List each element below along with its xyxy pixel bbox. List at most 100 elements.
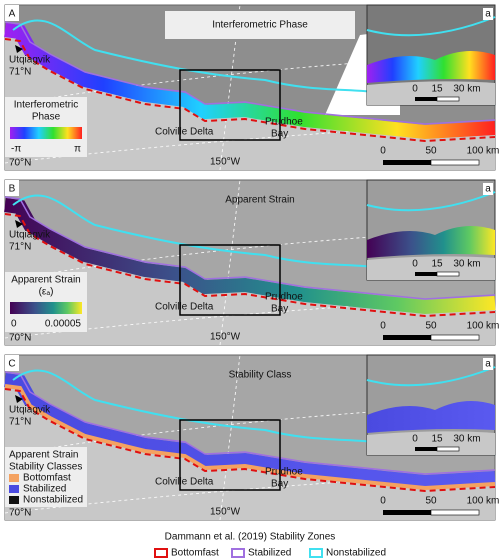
legend-title: Apparent Strain [11,275,81,286]
stabilized-zone [4,21,496,125]
inset-land [367,81,495,105]
inset-scale-bar [436,446,460,452]
legend-title: (εₐ) [39,287,54,298]
place-label: Utqiagvik [9,55,51,66]
scale-label: 0 [380,321,386,332]
scale-bar [383,335,431,340]
zone-swatch [154,548,168,558]
letter-box [5,355,19,371]
inset-scale-bar [436,271,460,277]
inset-ice [367,226,495,258]
place-label: Prudhoe [265,467,303,478]
color-ramp [10,127,82,139]
study-box [179,69,281,141]
legend-label: 0.00005 [45,319,82,330]
inset-letter: a [485,184,491,195]
legend-label: π [74,144,81,155]
inset-scale-label: 0 [412,434,418,445]
inset-cyan [366,16,496,37]
scale-bar [430,334,480,341]
scale-label: 100 km [467,496,500,507]
lat-label: 70°N [9,508,31,519]
place-label: Utqiagvik [9,230,51,241]
legend-label: Nonstabilized [23,495,83,506]
study-box [179,244,281,316]
title-box [165,11,355,39]
legend-label: Bottomfast [23,473,71,484]
inset-land [367,256,495,280]
place-label: Bay [271,129,288,140]
color-ramp [10,302,82,314]
legend-label: -π [11,144,21,155]
panel-letter: A [9,9,16,20]
place-label: Colville Delta [155,302,214,313]
lon-label: 150°W [210,507,241,518]
zone-swatch [309,548,323,558]
stabilized-zone [4,371,496,475]
scale-label: 100 km [467,321,500,332]
inset-letter-box [483,8,493,20]
inset-scale-label: 30 km [453,84,480,95]
letter-box [5,5,19,21]
coastal-ice [4,23,496,140]
place-label: Prudhoe [265,292,303,303]
legend-swatch [9,485,19,493]
bottomfast-zone [4,38,496,143]
scale-label: 50 [425,496,437,507]
inset-letter: a [485,9,491,20]
inset-scale-label: 15 [431,84,443,95]
inset-scale-label: 30 km [453,259,480,270]
lat-label: 70°N [9,333,31,344]
scale-bar [383,510,431,515]
legend-title: Apparent Strain [9,450,79,461]
inset-letter: a [485,359,491,370]
panel-title: Interferometric Phase [212,20,308,31]
legend-label: 0 [11,319,17,330]
zone-swatch [231,548,245,558]
lat-label: 71°N [9,67,31,78]
inset-letter-box [483,183,493,195]
inset-scale-label: 0 [412,259,418,270]
lon-label: 150°W [210,157,241,168]
inset-scale-bar [415,272,437,276]
zones-title: Dammann et al. (2019) Stability Zones [165,532,336,543]
scale-label: 0 [380,496,386,507]
inset-land [367,431,495,455]
stabilized-zone [4,196,496,300]
bottomfast-zone [4,213,496,318]
inset-scale-label: 15 [431,259,443,270]
place-label: Bay [271,304,288,315]
panel-title: Stability Class [229,370,292,381]
place-label: Utqiagvik [9,405,51,416]
inset-ice [367,401,495,433]
inset-scale-label: 30 km [453,434,480,445]
legend-title: Interferometric [14,100,78,111]
place-label: Colville Delta [155,127,214,138]
utqiagvik-marker [15,45,23,53]
place-label: Colville Delta [155,477,214,488]
legend-swatch [9,474,19,482]
scale-label: 50 [425,321,437,332]
legend-title: Phase [32,112,61,123]
lat-label: 71°N [9,242,31,253]
place-label: Prudhoe [265,117,303,128]
inset-ice [367,51,495,83]
inset-scale-bar [415,447,437,451]
scale-bar [383,160,431,165]
utqiagvik-marker [15,395,23,403]
scale-label: 100 km [467,146,500,157]
lat-label: 70°N [9,158,31,169]
panel-title: Apparent Strain [225,195,295,206]
zone-label: Nonstabilized [326,548,386,559]
legend-title: Stability Classes [9,462,82,473]
panel-letter: B [9,184,16,195]
zone-label: Stabilized [248,548,291,559]
legend-swatch [9,496,19,504]
legend-label: Stabilized [23,484,66,495]
inset-cyan [366,366,496,387]
inset-scale-label: 15 [431,434,443,445]
inset-cyan [366,191,496,212]
